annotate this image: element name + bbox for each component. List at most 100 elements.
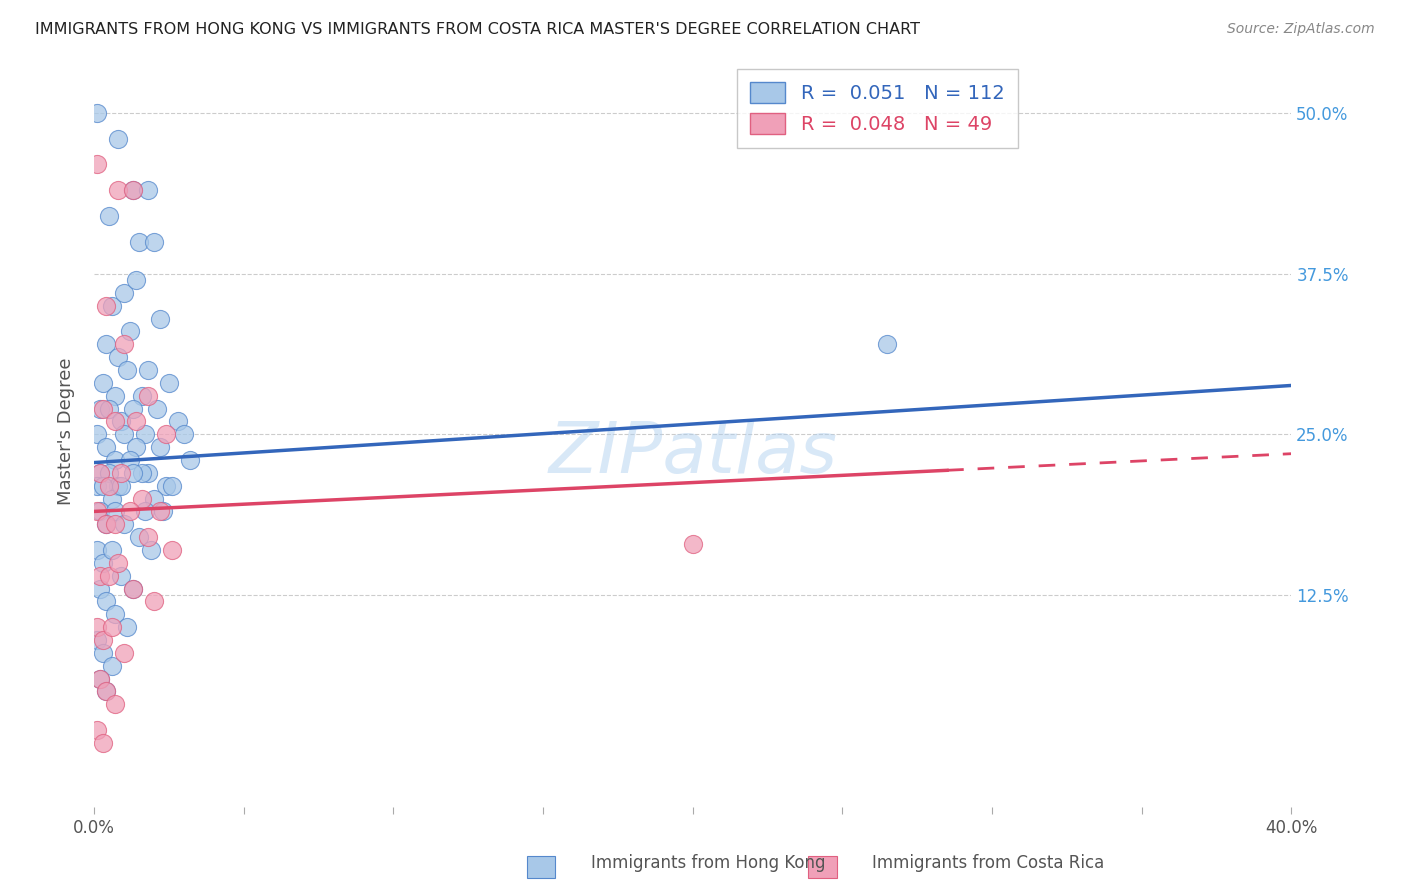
Point — [112, 427, 135, 442]
Point — [134, 427, 156, 442]
Point — [142, 235, 165, 249]
Point — [94, 517, 117, 532]
Point — [107, 183, 129, 197]
Point — [104, 414, 127, 428]
Point — [155, 427, 177, 442]
Y-axis label: Master's Degree: Master's Degree — [58, 358, 75, 505]
Point — [86, 157, 108, 171]
Point — [110, 414, 132, 428]
Point — [155, 479, 177, 493]
Point — [160, 543, 183, 558]
Point — [110, 568, 132, 582]
Point — [86, 632, 108, 647]
Point — [876, 337, 898, 351]
Point — [91, 401, 114, 416]
Point — [101, 543, 124, 558]
Point — [121, 582, 143, 596]
Point — [91, 646, 114, 660]
Point — [89, 401, 111, 416]
Point — [86, 723, 108, 737]
Point — [91, 736, 114, 750]
Point — [131, 491, 153, 506]
Point — [94, 337, 117, 351]
Point — [89, 582, 111, 596]
Point — [112, 337, 135, 351]
Point — [121, 466, 143, 480]
Point — [110, 479, 132, 493]
Point — [101, 658, 124, 673]
Point — [128, 235, 150, 249]
Point — [118, 504, 141, 518]
Point — [91, 376, 114, 390]
Point — [139, 543, 162, 558]
Point — [97, 479, 120, 493]
Point — [91, 556, 114, 570]
Point — [121, 582, 143, 596]
Point — [146, 401, 169, 416]
Legend: R =  0.051   N = 112, R =  0.048   N = 49: R = 0.051 N = 112, R = 0.048 N = 49 — [737, 69, 1018, 148]
Point — [94, 299, 117, 313]
Point — [157, 376, 180, 390]
Point — [118, 325, 141, 339]
Point — [97, 401, 120, 416]
Point — [131, 389, 153, 403]
Point — [136, 389, 159, 403]
Point — [86, 427, 108, 442]
Point — [91, 632, 114, 647]
Point — [115, 363, 138, 377]
Point — [89, 672, 111, 686]
Point — [131, 466, 153, 480]
Point — [101, 299, 124, 313]
Point — [94, 440, 117, 454]
Point — [149, 504, 172, 518]
Point — [91, 479, 114, 493]
Point — [104, 504, 127, 518]
Point — [136, 466, 159, 480]
Point — [110, 466, 132, 480]
Point — [173, 427, 195, 442]
Point — [107, 131, 129, 145]
Point — [136, 183, 159, 197]
Point — [112, 285, 135, 300]
Point — [121, 183, 143, 197]
Point — [86, 106, 108, 120]
Point — [104, 453, 127, 467]
Point — [134, 504, 156, 518]
Point — [112, 646, 135, 660]
Point — [160, 479, 183, 493]
Point — [94, 594, 117, 608]
Point — [107, 556, 129, 570]
Point — [89, 466, 111, 480]
Point — [86, 620, 108, 634]
Text: Source: ZipAtlas.com: Source: ZipAtlas.com — [1227, 22, 1375, 37]
Point — [125, 273, 148, 287]
Point — [166, 414, 188, 428]
Point — [89, 504, 111, 518]
Point — [125, 414, 148, 428]
Point — [94, 684, 117, 698]
Point — [107, 350, 129, 364]
Point — [121, 183, 143, 197]
Point — [125, 440, 148, 454]
Point — [104, 697, 127, 711]
Point — [86, 479, 108, 493]
Point — [149, 440, 172, 454]
Text: IMMIGRANTS FROM HONG KONG VS IMMIGRANTS FROM COSTA RICA MASTER'S DEGREE CORRELAT: IMMIGRANTS FROM HONG KONG VS IMMIGRANTS … — [35, 22, 920, 37]
Point — [149, 311, 172, 326]
Point — [118, 453, 141, 467]
Point — [121, 401, 143, 416]
Point — [682, 536, 704, 550]
Point — [128, 530, 150, 544]
Point — [97, 568, 120, 582]
Point — [97, 209, 120, 223]
Point — [94, 684, 117, 698]
Point — [152, 504, 174, 518]
Point — [89, 466, 111, 480]
Point — [101, 620, 124, 634]
Point — [101, 491, 124, 506]
Text: ZIPatlas: ZIPatlas — [548, 419, 837, 488]
Point — [86, 543, 108, 558]
Point — [142, 594, 165, 608]
Point — [107, 479, 129, 493]
Text: Immigrants from Hong Kong: Immigrants from Hong Kong — [591, 855, 825, 872]
